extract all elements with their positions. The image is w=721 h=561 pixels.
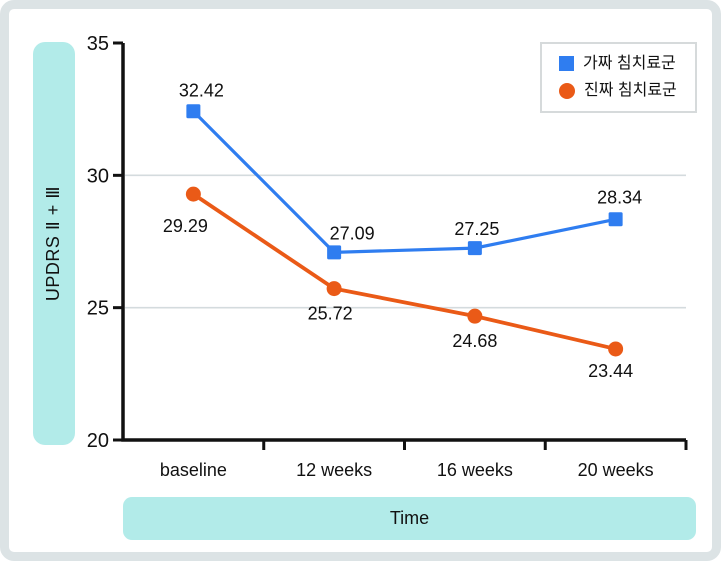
legend-label: 가짜 침치료군 [583,54,676,72]
data-point-marker [327,245,342,260]
data-point-marker [186,104,201,119]
legend: 가짜 침치료군 진짜 침치료군 [540,42,697,113]
y-axis-label-box: UPDRS Ⅱ + Ⅲ [33,42,75,445]
data-point-marker [608,341,624,357]
data-point-marker [608,212,623,227]
data-point-marker [326,281,342,297]
legend-label: 진짜 침치료군 [584,82,677,100]
x-tick-label: 20 weeks [578,460,654,480]
data-point-label: 23.44 [588,361,633,381]
data-point-label: 25.72 [308,304,353,324]
series-line-real-acupuncture [192,192,617,351]
x-tick-label: baseline [160,460,227,480]
data-point-marker [467,308,483,324]
square-marker-icon [559,56,574,72]
data-point-label: 29.29 [163,216,208,236]
data-point-label: 32.42 [179,80,224,100]
series-line-fake-acupuncture [192,110,616,254]
data-point-label: 27.25 [454,219,499,239]
data-point-marker [185,186,201,202]
y-tick-label: 25 [87,298,109,320]
x-axis-label: Time [389,508,430,528]
circle-marker-icon [559,83,575,100]
data-point-label: 28.34 [597,187,642,207]
x-tick-label: 12 weeks [296,460,372,480]
y-tick-label: 20 [87,430,109,452]
x-axis-label-box: Time [123,497,696,540]
y-tick-label: 35 [87,33,109,55]
data-point-label: 24.68 [452,331,497,351]
legend-item-real-acupuncture: 진짜 침치료군 [559,82,695,100]
x-tick-label: 16 weeks [437,460,513,480]
data-point-label: 27.09 [330,223,375,243]
data-point-marker [467,241,482,256]
y-axis-label: UPDRS Ⅱ + Ⅲ [43,185,64,302]
y-tick-label: 30 [87,165,109,187]
legend-item-fake-acupuncture: 가짜 침치료군 [559,54,695,72]
